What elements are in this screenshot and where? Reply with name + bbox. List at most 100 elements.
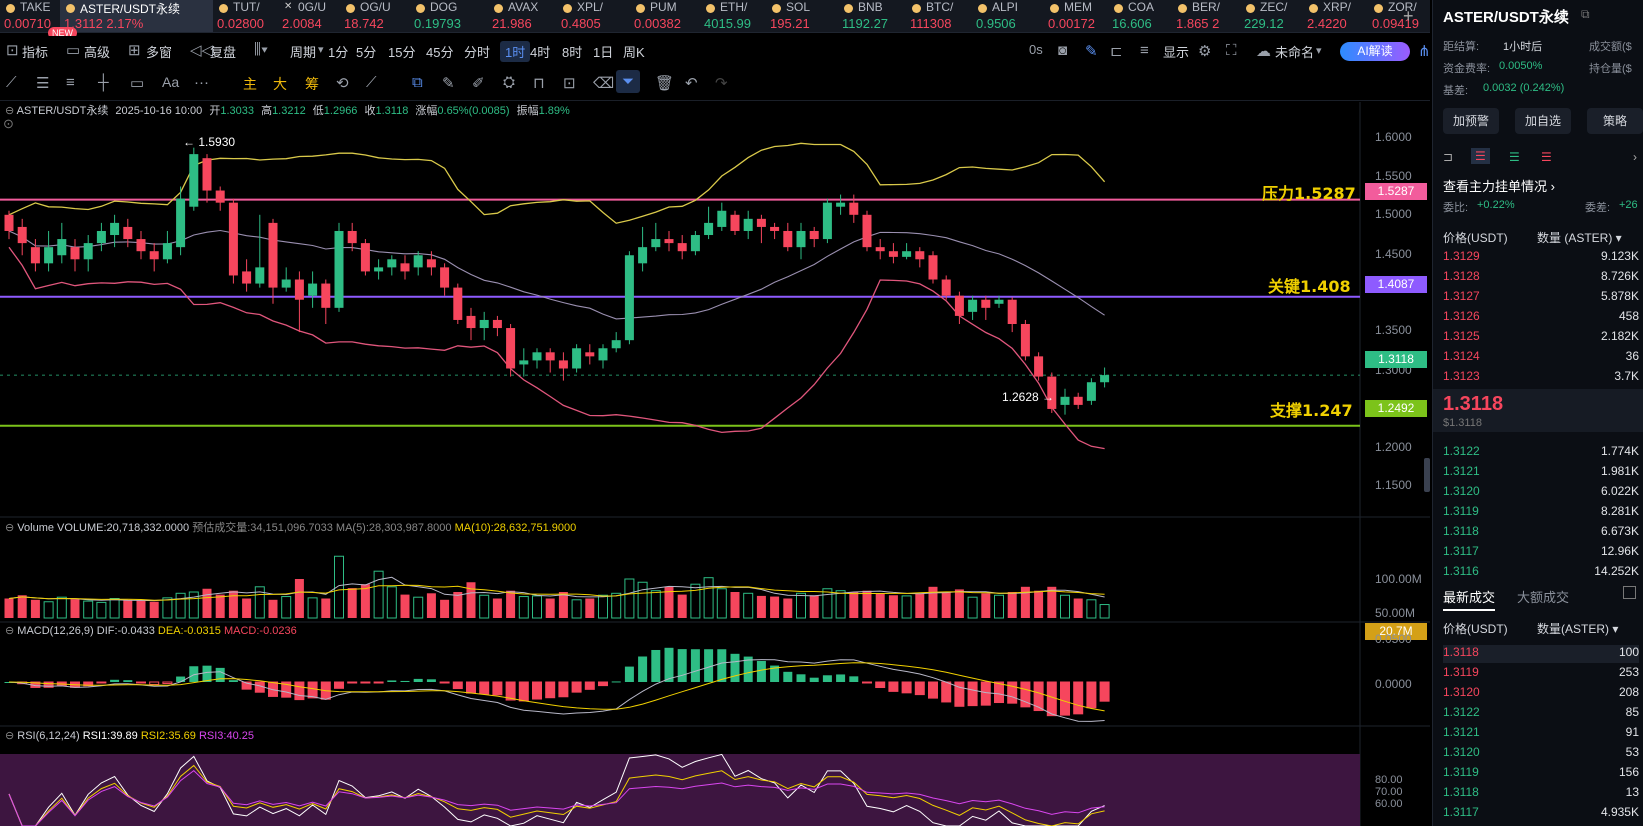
- layout-name[interactable]: 未命名: [1275, 45, 1315, 60]
- indicators-button[interactable]: 指标: [22, 45, 49, 60]
- bid-row[interactable]: 1.3120 6.022K: [1443, 484, 1639, 502]
- replay-button[interactable]: 复盘: [210, 45, 237, 60]
- parallel-lines-icon[interactable]: ≡: [66, 74, 75, 91]
- lock-icon[interactable]: ⊓: [533, 75, 545, 92]
- undo-icon[interactable]: ↶: [685, 75, 698, 92]
- candle-type-icon[interactable]: ⫼▾: [254, 41, 269, 58]
- interval-9[interactable]: 周K: [623, 45, 645, 60]
- ticker-tab[interactable]: COA 16.606: [1108, 0, 1172, 32]
- rectangle-icon[interactable]: ▭: [130, 75, 145, 92]
- interval-4[interactable]: 分时: [464, 45, 491, 60]
- bid-row[interactable]: 1.3118 6.673K: [1443, 524, 1639, 542]
- ticker-tab[interactable]: SOL 195.21: [766, 0, 838, 32]
- ticker-tab[interactable]: ZOR/0.09419: [1368, 0, 1430, 32]
- ticker-tab[interactable]: TUT/0.02800: [213, 0, 278, 32]
- bid-row[interactable]: 1.3117 12.96K: [1443, 544, 1639, 562]
- interval-2[interactable]: 15分: [388, 45, 416, 60]
- settings-icon[interactable]: ⚙: [1198, 43, 1212, 60]
- text-tool-icon[interactable]: Aa: [162, 74, 180, 90]
- ticker-tab[interactable]: BTC/111308: [906, 0, 972, 32]
- camera-icon[interactable]: ◙: [1058, 42, 1068, 59]
- ticker-tab[interactable]: ALPI 0.9506: [972, 0, 1044, 32]
- orderbook-asks-icon[interactable]: ☰: [1541, 150, 1552, 164]
- latest-trades-tab[interactable]: 最新成交: [1443, 587, 1496, 611]
- multiwindow-button[interactable]: 多窗: [146, 45, 173, 60]
- ticker-tab[interactable]: BNB 1192.27: [838, 0, 906, 32]
- big-trades-tab[interactable]: 大额成交: [1517, 590, 1570, 605]
- period-dropdown[interactable]: 周期: [290, 45, 317, 60]
- display-button[interactable]: 显示: [1163, 45, 1190, 60]
- interval-0[interactable]: 1分: [328, 45, 349, 60]
- ticker-tab[interactable]: OG/U 18.742: [340, 0, 410, 32]
- magnet-icon[interactable]: ⛭: [503, 74, 516, 91]
- ticker-tab[interactable]: ✕ 0G/U 2.0084: [278, 0, 340, 32]
- list-icon[interactable]: ≡: [1140, 42, 1149, 59]
- ticker-tab[interactable]: ETH/4015.99: [700, 0, 766, 32]
- highlighter-icon[interactable]: ✐: [472, 75, 485, 92]
- pencil-icon[interactable]: ✎: [1085, 43, 1098, 60]
- ticker-tab[interactable]: XPL/0.4805: [557, 0, 630, 32]
- ask-row[interactable]: 1.3125 2.182K: [1443, 329, 1639, 347]
- checkbox[interactable]: [1623, 586, 1636, 599]
- horizontal-lines-icon[interactable]: ☰: [36, 75, 50, 92]
- ticker-tab[interactable]: XRP/2.4220: [1303, 0, 1368, 32]
- orderbook-bids-icon[interactable]: ☰: [1509, 150, 1520, 164]
- trendline-icon[interactable]: ⟋: [6, 74, 17, 91]
- copy-symbol-icon[interactable]: ⧉: [1581, 7, 1590, 21]
- ask-row[interactable]: 1.3127 5.878K: [1443, 289, 1639, 307]
- chart-canvas[interactable]: [0, 102, 1430, 826]
- ticker-tab[interactable]: ASTER/USDT永续 1.3112 2.17%: [60, 0, 213, 32]
- chevron-right-icon[interactable]: ›: [1633, 150, 1637, 164]
- ticker-tab[interactable]: MEM 0.00172: [1044, 0, 1108, 32]
- chart-area[interactable]: ⊖ ASTER/USDT永续 2025-10-16 10:00 开1.3033 …: [0, 102, 1430, 826]
- delete-icon[interactable]: 🗑: [655, 75, 675, 92]
- bid-row[interactable]: 1.3122 1.774K: [1443, 444, 1639, 462]
- edit-icon[interactable]: ⊡: [563, 75, 576, 92]
- trades-qty-header[interactable]: 数量(ASTER) ▾: [1537, 622, 1619, 636]
- ask-row[interactable]: 1.3126 458: [1443, 309, 1639, 327]
- main-indicator-button[interactable]: 主: [243, 76, 257, 92]
- add-tab-button[interactable]: +: [1403, 6, 1414, 26]
- ticker-tab[interactable]: ZEC/229.12: [1240, 0, 1303, 32]
- bid-row[interactable]: 1.3119 8.281K: [1443, 504, 1639, 522]
- main-orders-link[interactable]: 查看主力挂单情况 ›: [1443, 179, 1555, 194]
- chip-button[interactable]: 筹: [305, 76, 319, 92]
- cloud-icon[interactable]: ☁: [1256, 43, 1271, 60]
- collapse-icon[interactable]: ⊙: [3, 116, 14, 131]
- interval-1[interactable]: 5分: [356, 45, 377, 60]
- add-watchlist-button[interactable]: 加自选: [1515, 108, 1571, 134]
- share-icon[interactable]: ⋔: [1418, 43, 1431, 60]
- interval-8[interactable]: 1日: [593, 45, 614, 60]
- copy-icon[interactable]: ⧉: [412, 74, 423, 91]
- close-icon[interactable]: ✕: [284, 1, 293, 12]
- interval-5[interactable]: 1时: [500, 41, 531, 62]
- add-alert-button[interactable]: 加预警: [1443, 108, 1499, 134]
- interval-6[interactable]: 4时: [530, 45, 551, 60]
- ticker-tab[interactable]: TAKE 0.00710: [0, 0, 60, 32]
- advanced-button[interactable]: 高级: [84, 45, 111, 60]
- ask-row[interactable]: 1.3123 3.7K: [1443, 369, 1639, 387]
- ticker-tab[interactable]: PUM 0.00382: [630, 0, 700, 32]
- redo-icon[interactable]: ↷: [715, 75, 728, 92]
- interval-7[interactable]: 8时: [562, 45, 583, 60]
- big-order-button[interactable]: 大: [273, 76, 287, 92]
- filter-icon[interactable]: ⏷: [616, 70, 641, 93]
- pen-icon[interactable]: ✎: [442, 75, 455, 92]
- ticker-tab[interactable]: BER/1.865 2: [1172, 0, 1240, 32]
- orderbook-both-icon[interactable]: ⊐: [1443, 150, 1454, 164]
- layout-icon[interactable]: ⊏: [1110, 43, 1123, 60]
- eraser-icon[interactable]: ⌫: [593, 75, 615, 92]
- bid-row[interactable]: 1.3121 1.981K: [1443, 464, 1639, 482]
- strategy-button[interactable]: 策略: [1587, 108, 1643, 134]
- ticker-tab[interactable]: AVAX 21.986: [488, 0, 557, 32]
- measure-icon[interactable]: ⟲: [336, 75, 349, 92]
- ask-row[interactable]: 1.3128 8.726K: [1443, 269, 1639, 287]
- bid-row[interactable]: 1.3116 14.252K: [1443, 564, 1639, 582]
- interval-3[interactable]: 45分: [426, 45, 454, 60]
- fullscreen-icon[interactable]: ⛶: [1226, 42, 1237, 59]
- orderbook-qty-header[interactable]: 数量 (ASTER) ▾: [1537, 231, 1622, 245]
- horizontal-ray-icon[interactable]: ┼: [98, 74, 109, 91]
- orderbook-split-icon[interactable]: ☰: [1471, 148, 1490, 164]
- ask-row[interactable]: 1.3124 36: [1443, 349, 1639, 367]
- more-icon[interactable]: ···: [194, 74, 209, 91]
